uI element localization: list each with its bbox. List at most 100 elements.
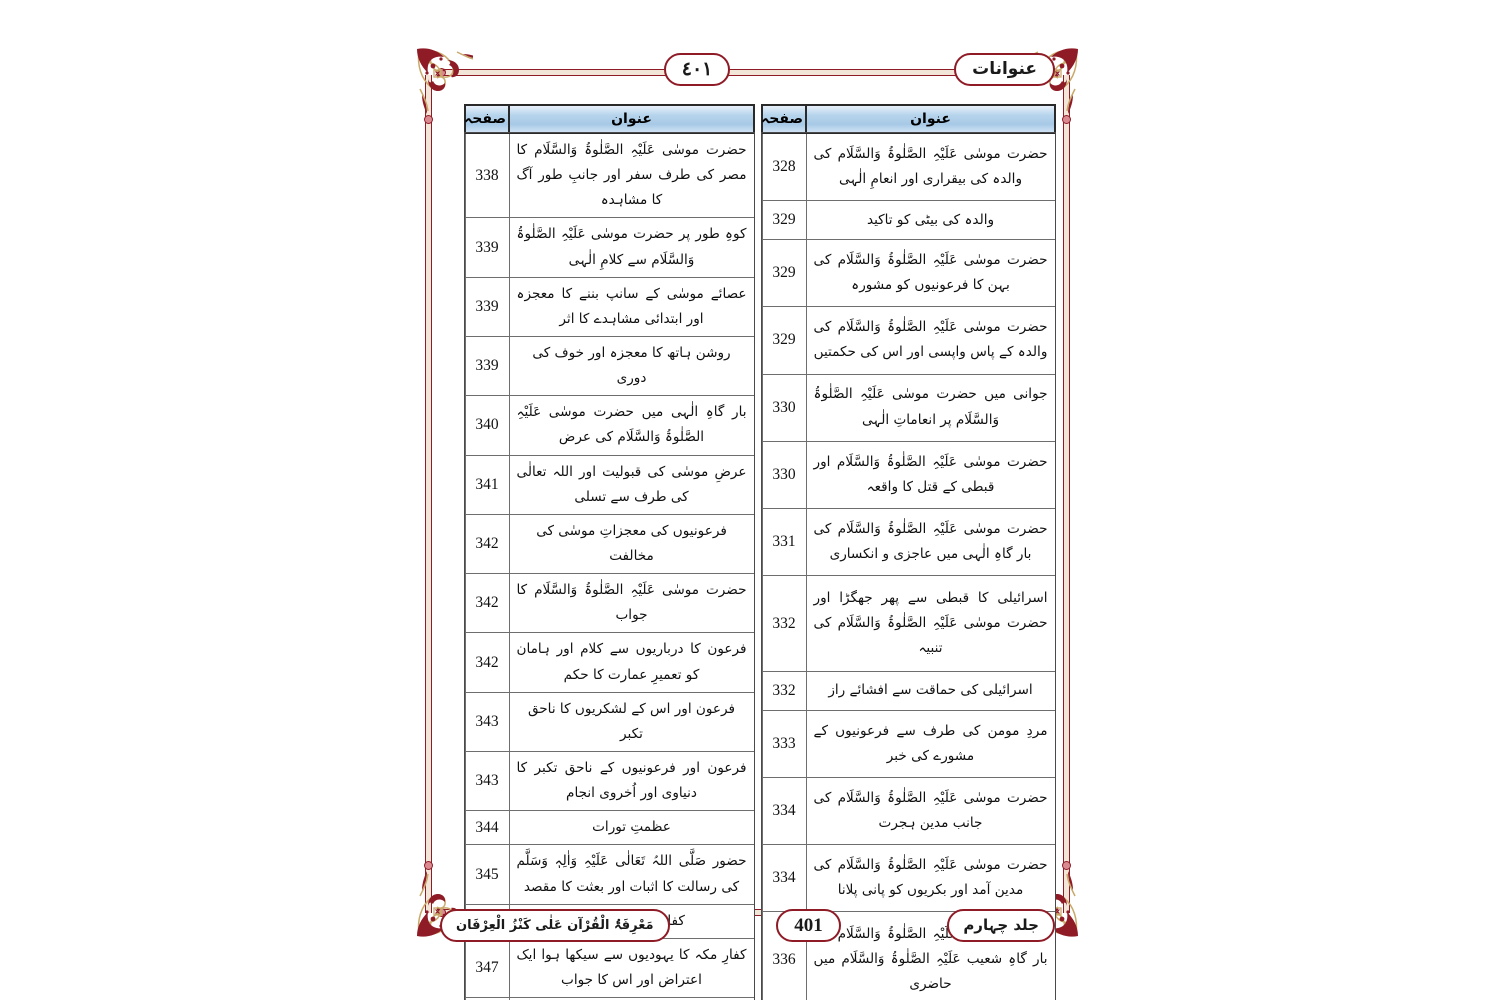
- page-header: عنوانات ٤٠١: [440, 48, 1055, 90]
- toc-entry-page: 330: [761, 373, 807, 442]
- toc-entry-title: حضرت موسٰی عَلَیْہِ الصَّلٰوۃُ وَالسَّلَ…: [805, 440, 1056, 509]
- toc-entry-title: حضرت موسٰی عَلَیْہِ الصَّلٰوۃُ وَالسَّلَ…: [805, 911, 1056, 1000]
- table-row: حضرت موسٰی عَلَیْہِ الصَّلٰوۃُ وَالسَّلَ…: [761, 132, 1056, 202]
- toc-entry-page: 338: [464, 132, 510, 219]
- table-row: فرعون اور اس کے لشکریوں کا ناحق تکبر 343: [464, 691, 755, 752]
- frame-dot-left-upper: [424, 115, 433, 124]
- table-row: کوہِ طور پر حضرت موسٰی عَلَیْہِ الصَّلٰو…: [464, 217, 755, 278]
- table-row: حضرت موسٰی عَلَیْہِ الصَّلٰوۃُ وَالسَّلَ…: [761, 306, 1056, 375]
- toc-entry-page: 339: [464, 276, 510, 337]
- toc-entry-page: 329: [761, 200, 807, 241]
- table-row: حضرت موسٰی عَلَیْہِ الصَّلٰوۃُ وَالسَّلَ…: [761, 239, 1056, 308]
- header-page-number: ٤٠١: [663, 52, 731, 86]
- frame-rule-right: [1063, 75, 1070, 913]
- toc-entry-page: 329: [761, 306, 807, 375]
- toc-entry-title: حضور صَلَّی اللہُ تَعَالٰی عَلَیْہِ وَاٰ…: [508, 844, 755, 905]
- toc-entry-title: والدہ کی بیٹی کو تاکید: [805, 200, 1056, 241]
- toc-entry-page: 341: [464, 454, 510, 515]
- toc-entry-title: فرعونیوں کی معجزاتِ موسٰی کی مخالفت: [508, 513, 755, 575]
- frame-rule-left: [425, 75, 432, 913]
- table-row: مردِ مومن کی طرف سے فرعونیوں کے مشورے کی…: [761, 709, 1056, 778]
- table-row: حضرت موسٰی عَلَیْہِ الصَّلٰوۃُ وَالسَّلَ…: [464, 573, 755, 634]
- toc-entry-page: 329: [761, 239, 807, 308]
- toc-entry-page: 343: [464, 750, 510, 812]
- table-header-row: عنوان صفحہ: [761, 104, 1056, 134]
- table-row: عرضِ موسٰی کی قبولیت اور اللہ تعالٰی کی …: [464, 454, 755, 515]
- table-row: حضرت موسٰی عَلَیْہِ الصَّلٰوۃُ وَالسَّلَ…: [761, 776, 1056, 846]
- toc-entry-page: 340: [464, 395, 510, 456]
- toc-entry-page: 339: [464, 335, 510, 397]
- toc-entry-title: بار گاہِ الٰہی میں حضرت موسٰی عَلَیْہِ ا…: [508, 395, 755, 456]
- toc-tables: عنوان صفحہ حضرت موسٰی عَلَیْہِ الصَّلٰوۃ…: [464, 104, 1056, 1000]
- table-row: روشن ہاتھ کا معجزہ اور خوف کی دوری 339: [464, 335, 755, 397]
- table-row: حضرت موسٰی عَلَیْہِ الصَّلٰوۃُ وَالسَّلَ…: [761, 911, 1056, 1000]
- header-section-title: عنوانات: [954, 52, 1055, 86]
- table-row: کفارِ مکہ کا یہودیوں سے سیکھا ہوا ایک اع…: [464, 937, 755, 999]
- toc-entry-title: حضرت موسٰی عَلَیْہِ الصَّلٰوۃُ وَالسَّلَ…: [805, 306, 1056, 375]
- toc-entry-title: عصائے موسٰی کے سانپ بننے کا معجزہ اور اب…: [508, 276, 755, 337]
- toc-entry-title: کفارِ قریش سے ایک مطالبہ: [508, 997, 755, 1000]
- table-header-row: عنوان صفحہ: [464, 104, 755, 134]
- table-row: عصائے موسٰی کے سانپ بننے کا معجزہ اور اب…: [464, 276, 755, 337]
- toc-entry-title: جوانی میں حضرت موسٰی عَلَیْہِ الصَّلٰوۃُ…: [805, 373, 1056, 442]
- toc-entry-title: عرضِ موسٰی کی قبولیت اور اللہ تعالٰی کی …: [508, 454, 755, 515]
- toc-entry-title: حضرت موسٰی عَلَیْہِ الصَّلٰوۃُ وَالسَّلَ…: [805, 844, 1056, 913]
- toc-entry-title: حضرت موسٰی عَلَیْہِ الصَّلٰوۃُ وَالسَّلَ…: [508, 132, 755, 219]
- toc-entry-title: فرعون اور فرعونیوں کے ناحق تکبر کا دنیاو…: [508, 750, 755, 812]
- toc-entry-page: 334: [761, 844, 807, 913]
- toc-entry-page: 332: [761, 575, 807, 672]
- toc-entry-title: حضرت موسٰی عَلَیْہِ الصَّلٰوۃُ وَالسَّلَ…: [805, 776, 1056, 846]
- table-row: فرعونیوں کی معجزاتِ موسٰی کی مخالفت 342: [464, 513, 755, 575]
- toc-entry-title: حضرت موسٰی عَلَیْہِ الصَّلٰوۃُ وَالسَّلَ…: [805, 239, 1056, 308]
- table-row: حضور صَلَّی اللہُ تَعَالٰی عَلَیْہِ وَاٰ…: [464, 844, 755, 905]
- toc-entry-page: 331: [761, 507, 807, 577]
- toc-table-left-body: حضرت موسٰی عَلَیْہِ الصَّلٰوۃُ وَالسَّلَ…: [464, 132, 755, 1000]
- toc-entry-title: اسرائیلی کی حماقت سے افشائے راز: [805, 670, 1056, 711]
- toc-entry-title: اسرائیلی کا قبطی سے پھر جھگڑا اور حضرت م…: [805, 575, 1056, 672]
- toc-entry-title: فرعون کا درباریوں سے کلام اور ہامان کو ت…: [508, 632, 755, 693]
- table-row: فرعون کا درباریوں سے کلام اور ہامان کو ت…: [464, 632, 755, 693]
- column-header-title: عنوان: [805, 104, 1056, 134]
- table-row: کفارِ قریش سے ایک مطالبہ348: [464, 997, 755, 1000]
- toc-table-left-head: عنوان صفحہ: [464, 104, 755, 134]
- toc-table-left: عنوان صفحہ حضرت موسٰی عَلَیْہِ الصَّلٰوۃ…: [464, 104, 755, 1000]
- table-row: حضرت موسٰی عَلَیْہِ الصَّلٰوۃُ وَالسَّلَ…: [761, 844, 1056, 913]
- toc-entry-title: کفارِ مکہ کا یہودیوں سے سیکھا ہوا ایک اع…: [508, 937, 755, 999]
- toc-entry-page: 347: [464, 937, 510, 999]
- table-row: جوانی میں حضرت موسٰی عَلَیْہِ الصَّلٰوۃُ…: [761, 373, 1056, 442]
- toc-entry-page: 343: [464, 691, 510, 752]
- table-row: والدہ کی بیٹی کو تاکید 329: [761, 200, 1056, 241]
- table-row: اسرائیلی کا قبطی سے پھر جھگڑا اور حضرت م…: [761, 575, 1056, 672]
- table-row: حضرت موسٰی عَلَیْہِ الصَّلٰوۃُ وَالسَّلَ…: [761, 507, 1056, 577]
- footer-book-title: مَعْرِفَۃُ الْقُرْآن عَلٰی کَنْزُ الْعِر…: [440, 908, 670, 942]
- toc-entry-page: 330: [761, 440, 807, 509]
- frame-dot-right-upper: [1062, 115, 1071, 124]
- table-row: حضرت موسٰی عَلَیْہِ الصَّلٰوۃُ وَالسَّلَ…: [761, 440, 1056, 509]
- toc-entry-title: روشن ہاتھ کا معجزہ اور خوف کی دوری: [508, 335, 755, 397]
- toc-entry-page: 332: [761, 670, 807, 711]
- frame-dot-left-lower: [424, 861, 433, 870]
- toc-entry-title: حضرت موسٰی عَلَیْہِ الصَّلٰوۃُ وَالسَّلَ…: [805, 507, 1056, 577]
- toc-entry-title: مردِ مومن کی طرف سے فرعونیوں کے مشورے کی…: [805, 709, 1056, 778]
- table-row: بار گاہِ الٰہی میں حضرت موسٰی عَلَیْہِ ا…: [464, 395, 755, 456]
- toc-entry-page: 344: [464, 810, 510, 846]
- table-row: فرعون اور فرعونیوں کے ناحق تکبر کا دنیاو…: [464, 750, 755, 812]
- toc-table-right: عنوان صفحہ حضرت موسٰی عَلَیْہِ الصَّلٰوۃ…: [761, 104, 1056, 1000]
- toc-entry-page: 339: [464, 217, 510, 278]
- table-row: عظمتِ تورات 344: [464, 810, 755, 846]
- table-row: حضرت موسٰی عَلَیْہِ الصَّلٰوۃُ وَالسَّلَ…: [464, 132, 755, 219]
- toc-entry-page: 348: [464, 997, 510, 1000]
- column-header-title: عنوان: [508, 104, 755, 134]
- toc-entry-title: عظمتِ تورات: [508, 810, 755, 846]
- toc-entry-page: 342: [464, 513, 510, 575]
- toc-entry-page: 334: [761, 776, 807, 846]
- toc-entry-title: حضرت موسٰی عَلَیْہِ الصَّلٰوۃُ وَالسَّلَ…: [508, 573, 755, 634]
- toc-entry-title: فرعون اور اس کے لشکریوں کا ناحق تکبر: [508, 691, 755, 752]
- table-row: اسرائیلی کی حماقت سے افشائے راز 332: [761, 670, 1056, 711]
- toc-entry-page: 342: [464, 573, 510, 634]
- column-header-page: صفحہ: [761, 104, 807, 134]
- footer-volume: جلد چہارم: [947, 908, 1055, 942]
- page-footer: جلد چہارم 401 مَعْرِفَۃُ الْقُرْآن عَلٰی…: [440, 904, 1055, 946]
- toc-table-right-body: حضرت موسٰی عَلَیْہِ الصَّلٰوۃُ وَالسَّلَ…: [761, 132, 1056, 1000]
